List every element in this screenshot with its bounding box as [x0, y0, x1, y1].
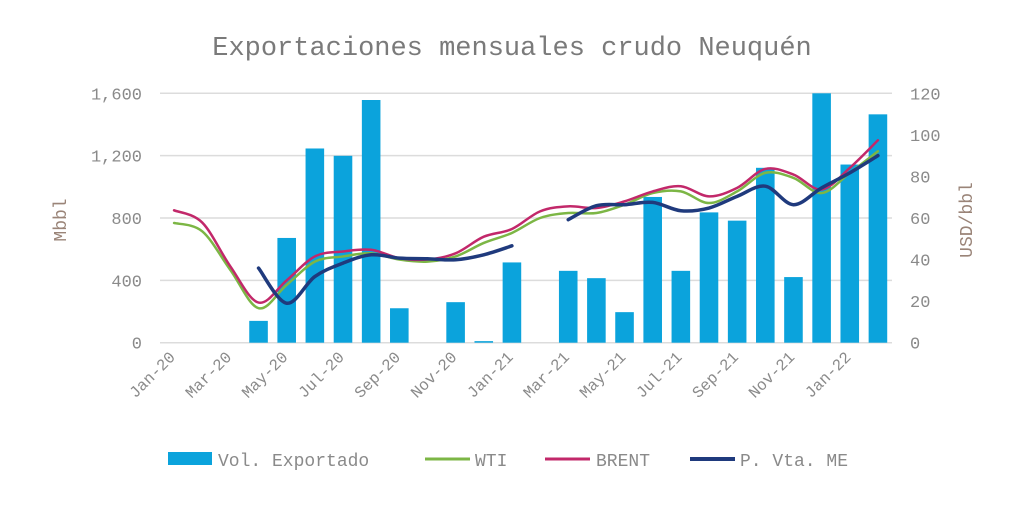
x-tick-label: Sep-21 [689, 349, 742, 402]
right-tick-label: 100 [910, 128, 941, 147]
left-tick-label: 0 [132, 336, 142, 355]
legend-swatch-bar [168, 452, 212, 465]
chart-title: Exportaciones mensuales crudo Neuquén [212, 34, 812, 64]
x-tick-label: Jan-20 [126, 349, 179, 402]
bar-Aug-21 [699, 212, 719, 343]
bar-Oct-21 [756, 167, 775, 343]
x-tick-label: Jul-21 [633, 349, 686, 402]
right-tick-label: 0 [910, 336, 920, 355]
legend-label: P. Vta. ME [740, 452, 848, 472]
right-tick-label: 80 [910, 169, 930, 188]
left-tick-label: 800 [111, 211, 142, 230]
bar-Jan-22 [840, 164, 860, 343]
bar-Nov-20 [446, 302, 465, 343]
bar-Aug-20 [361, 100, 381, 343]
right-axis-label: USD/bbl [958, 182, 978, 258]
right-tick-label: 60 [910, 211, 930, 230]
x-tick-label: Sep-20 [351, 349, 404, 402]
x-tick-label: Mar-21 [520, 349, 573, 402]
x-axis-ticks: Jan-20 Mar-20 May-20 Jul-20 Sep-20 Nov-20 Jan-… [126, 349, 855, 402]
bars [249, 93, 888, 343]
x-tick-label: Jul-20 [295, 349, 348, 402]
left-axis-ticks: 0 400 800 1,200 1,600 [91, 86, 142, 354]
left-tick-label: 1,200 [91, 149, 142, 168]
x-tick-label: Mar-20 [182, 349, 235, 402]
line-p-vta-me [566, 153, 880, 222]
x-tick-label: May-20 [239, 349, 292, 402]
gridlines [160, 92, 892, 344]
bar-Jan-21 [502, 262, 522, 343]
bar-Dec-21 [812, 93, 831, 343]
bar-Feb-22 [868, 114, 888, 343]
right-tick-label: 120 [910, 86, 941, 105]
x-tick-label: May-21 [577, 349, 630, 402]
bar-May-20 [277, 237, 296, 343]
bar-Dec-20 [474, 341, 494, 343]
x-tick-label: Nov-20 [408, 349, 461, 402]
right-tick-label: 40 [910, 253, 930, 272]
legend-label: Vol. Exportado [218, 452, 369, 472]
bar-Nov-21 [784, 277, 803, 343]
x-tick-label: Nov-21 [746, 349, 799, 402]
right-axis-ticks: 0 20 40 60 80 100 120 [910, 86, 941, 354]
bar-Jul-20 [333, 155, 353, 343]
bar-Sep-21 [727, 220, 747, 343]
line-wti [172, 150, 880, 310]
bar-Apr-20 [249, 320, 268, 343]
x-tick-label: Jan-21 [464, 349, 517, 402]
left-tick-label: 1,600 [91, 86, 142, 105]
right-tick-label: 20 [910, 294, 930, 313]
bar-Mar-21 [558, 270, 578, 343]
bar-May-21 [615, 312, 634, 343]
line-p-vta-me [256, 244, 514, 305]
bar-Apr-21 [587, 278, 606, 343]
lines [172, 139, 880, 310]
bar-Jun-20 [305, 148, 325, 343]
bar-Sep-20 [390, 308, 409, 343]
legend: Vol. Exportado WTI BRENT P. Vta. ME [168, 452, 848, 472]
line-brent [172, 139, 880, 304]
bar-Jul-21 [671, 270, 691, 343]
left-axis-label: Mbbl [52, 198, 72, 241]
left-tick-label: 400 [111, 273, 142, 292]
bar-Jun-21 [643, 196, 662, 343]
x-tick-label: Jan-22 [802, 349, 855, 402]
legend-label: BRENT [596, 452, 650, 472]
legend-label: WTI [475, 452, 507, 472]
